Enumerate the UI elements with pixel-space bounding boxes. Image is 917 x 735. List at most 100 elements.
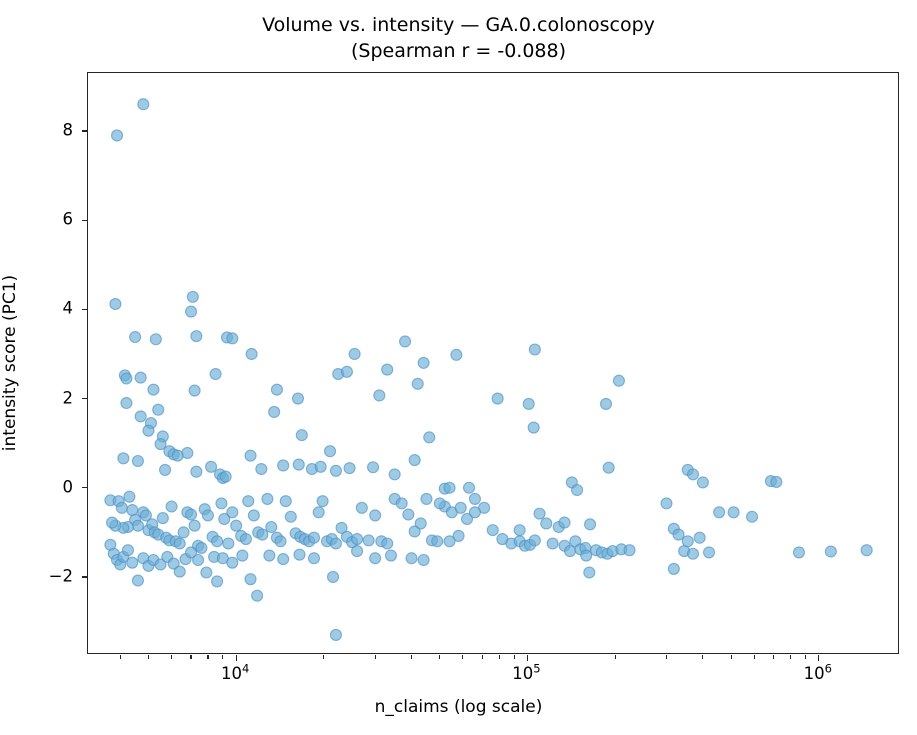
scatter-point xyxy=(373,389,386,402)
scatter-point xyxy=(454,501,467,514)
scatter-point xyxy=(131,519,144,532)
scatter-point xyxy=(686,547,700,560)
x-tick-mark-major xyxy=(818,655,820,661)
x-tick-mark-minor xyxy=(410,655,413,659)
scatter-point xyxy=(527,421,540,434)
x-tick-mark-minor xyxy=(614,655,616,659)
scatter-point xyxy=(329,464,342,477)
scatter-point xyxy=(185,508,198,521)
scatter-point xyxy=(129,330,142,344)
scatter-point xyxy=(431,535,444,548)
scatter-point xyxy=(270,383,283,396)
scatter-point xyxy=(860,544,873,557)
scatter-point xyxy=(154,558,167,571)
scatter-point xyxy=(528,343,541,356)
scatter-point xyxy=(411,377,424,390)
scatter-point xyxy=(452,529,465,542)
x-tick-mark-minor xyxy=(170,655,173,659)
scatter-point xyxy=(134,371,147,384)
chart-title-line2: (Spearman r = -0.088) xyxy=(350,40,567,62)
scatter-point xyxy=(109,297,122,311)
scatter-point xyxy=(348,347,361,361)
y-tick-mark xyxy=(82,576,88,578)
scatter-point xyxy=(384,549,398,562)
x-tick-mark-minor xyxy=(513,655,515,659)
scatter-point xyxy=(686,468,700,481)
scatter-point xyxy=(355,501,368,514)
scatter-point xyxy=(120,372,133,385)
scatter-point xyxy=(215,497,228,510)
scatter-point xyxy=(513,524,526,537)
scatter-point xyxy=(173,537,186,550)
scatter-point xyxy=(408,525,421,538)
scatter-point xyxy=(200,566,213,579)
x-tick-mark-minor xyxy=(207,655,209,659)
scatter-point xyxy=(450,348,463,361)
scatter-point xyxy=(583,566,596,579)
scatter-point xyxy=(244,573,257,586)
scatter-point xyxy=(123,490,136,503)
scatter-point xyxy=(236,549,249,562)
scatter-point xyxy=(195,541,208,555)
scatter-point xyxy=(580,549,593,562)
scatter-point xyxy=(142,424,155,437)
scatter-point xyxy=(420,492,433,505)
scatter-point xyxy=(540,517,553,530)
scatter-point xyxy=(528,534,541,547)
scatter-point xyxy=(156,512,169,525)
scatter-point xyxy=(599,397,613,410)
scatter-point xyxy=(672,528,685,541)
scatter-point xyxy=(131,454,144,468)
x-tick-mark-minor xyxy=(374,655,376,659)
scatter-point xyxy=(602,461,615,474)
scatter-point xyxy=(326,570,340,584)
scatter-point xyxy=(623,544,636,557)
scatter-point xyxy=(291,392,305,405)
y-tick-mark xyxy=(82,130,88,132)
scatter-point xyxy=(522,397,535,410)
scatter-point xyxy=(106,516,119,529)
x-tick-mark-minor xyxy=(753,655,755,659)
scatter-point xyxy=(727,506,740,519)
scatter-point xyxy=(261,492,274,505)
scatter-point xyxy=(660,497,673,510)
scatter-point xyxy=(340,365,353,378)
scatter-point xyxy=(381,363,394,376)
scatter-point xyxy=(405,552,418,565)
scatter-point xyxy=(226,556,239,569)
scatter-point xyxy=(546,537,559,550)
scatter-point xyxy=(399,335,412,348)
scatter-point xyxy=(702,546,716,559)
x-tick-mark-minor xyxy=(119,655,121,659)
scatter-point xyxy=(713,506,726,519)
scatter-point xyxy=(329,628,342,641)
scatter-point xyxy=(433,497,446,510)
scatter-point xyxy=(218,512,231,526)
scatter-point xyxy=(211,575,224,588)
scatter-point xyxy=(667,562,680,575)
scatter-point xyxy=(265,520,278,534)
scatter-point xyxy=(307,552,321,565)
scatter-point xyxy=(402,508,415,521)
scatter-point xyxy=(247,509,260,522)
scatter-point xyxy=(351,545,364,558)
scatter-point xyxy=(242,495,255,508)
scatter-point xyxy=(381,537,394,550)
x-tick-mark-major xyxy=(235,655,237,661)
x-tick-mark-minor xyxy=(804,655,807,659)
scatter-point xyxy=(362,534,375,547)
scatter-point xyxy=(154,437,167,451)
scatter-point xyxy=(696,476,709,489)
y-tick-label: 2 xyxy=(62,388,74,408)
x-tick-mark-minor xyxy=(702,655,704,659)
scatter-point xyxy=(468,506,481,519)
scatter-point xyxy=(681,535,694,548)
scatter-point xyxy=(131,574,144,587)
x-tick-mark-minor xyxy=(147,655,150,659)
scatter-point xyxy=(770,475,783,489)
scatter-point xyxy=(230,519,243,532)
scatter-point xyxy=(395,497,408,510)
x-tick-mark-minor xyxy=(190,655,192,659)
scatter-point xyxy=(188,519,201,532)
scatter-point xyxy=(443,481,456,494)
